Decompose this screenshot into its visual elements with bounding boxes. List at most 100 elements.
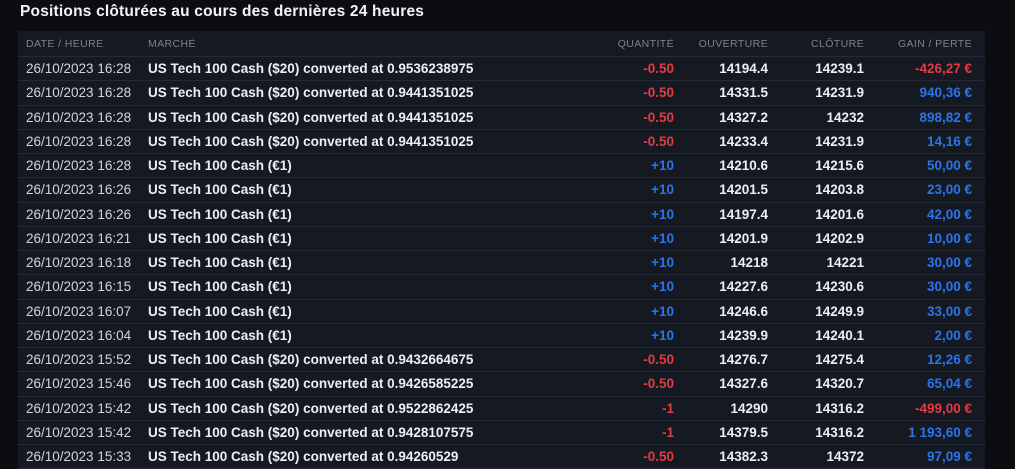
- cell-open: 14227.6: [719, 279, 768, 295]
- cell-quantity: +10: [651, 206, 674, 222]
- cell-open: 14290: [730, 400, 768, 416]
- cell-quantity: +10: [651, 303, 674, 319]
- table-row[interactable]: 26/10/2023 15:46 US Tech 100 Cash ($20) …: [18, 372, 985, 397]
- cell-market: US Tech 100 Cash ($20) converted at 0.94…: [148, 85, 474, 101]
- cell-pnl: 50,00 €: [926, 158, 972, 174]
- cell-close: 14372: [826, 449, 864, 465]
- cell-quantity: +10: [651, 158, 674, 174]
- cell-datetime: 26/10/2023 15:46: [26, 376, 132, 392]
- column-header-marche: MARCHÉ: [148, 37, 196, 50]
- cell-datetime: 26/10/2023 16:28: [26, 61, 132, 77]
- cell-pnl: 940,36 €: [919, 85, 972, 101]
- table-row[interactable]: 26/10/2023 16:26 US Tech 100 Cash (€1) +…: [18, 203, 985, 227]
- table-row[interactable]: 26/10/2023 16:07 US Tech 100 Cash (€1) +…: [18, 300, 985, 324]
- cell-pnl: 2,00 €: [934, 327, 972, 343]
- cell-close: 14230.6: [815, 279, 864, 295]
- cell-open: 14382.3: [719, 449, 768, 465]
- cell-close: 14240.1: [815, 327, 864, 343]
- cell-market: US Tech 100 Cash (€1): [148, 158, 292, 174]
- cell-datetime: 26/10/2023 16:28: [26, 158, 132, 174]
- cell-close: 14221: [826, 255, 864, 271]
- cell-datetime: 26/10/2023 15:42: [26, 424, 132, 440]
- cell-quantity: -0.50: [643, 449, 674, 465]
- table-row[interactable]: 26/10/2023 15:42 US Tech 100 Cash ($20) …: [18, 397, 985, 421]
- cell-open: 14210.6: [719, 158, 768, 174]
- cell-open: 14201.9: [719, 230, 768, 246]
- cell-pnl: 1 193,60 €: [908, 424, 972, 440]
- cell-quantity: -0.50: [643, 352, 674, 368]
- cell-quantity: +10: [651, 182, 674, 198]
- cell-open: 14197.4: [719, 206, 768, 222]
- cell-pnl: 10,00 €: [926, 230, 972, 246]
- cell-pnl: 23,00 €: [926, 182, 972, 198]
- cell-datetime: 26/10/2023 16:28: [26, 133, 132, 149]
- cell-quantity: -0.50: [643, 376, 674, 392]
- cell-datetime: 26/10/2023 16:18: [26, 255, 132, 271]
- cell-datetime: 26/10/2023 16:26: [26, 182, 132, 198]
- cell-pnl: -499,00 €: [914, 400, 972, 416]
- cell-market: US Tech 100 Cash ($20) converted at 0.94…: [148, 109, 474, 125]
- cell-close: 14316.2: [815, 424, 864, 440]
- table-row[interactable]: 26/10/2023 16:28 US Tech 100 Cash ($20) …: [18, 106, 985, 130]
- cell-pnl: -426,27 €: [914, 61, 972, 77]
- table-row[interactable]: 26/10/2023 16:18 US Tech 100 Cash (€1) +…: [18, 251, 985, 276]
- cell-datetime: 26/10/2023 15:42: [26, 400, 132, 416]
- table-row[interactable]: 26/10/2023 16:28 US Tech 100 Cash ($20) …: [18, 130, 985, 154]
- table-row[interactable]: 26/10/2023 16:28 US Tech 100 Cash (€1) +…: [18, 154, 985, 179]
- cell-open: 14233.4: [719, 133, 768, 149]
- cell-market: US Tech 100 Cash ($20) converted at 0.95…: [148, 61, 474, 77]
- cell-market: US Tech 100 Cash (€1): [148, 230, 292, 246]
- cell-market: US Tech 100 Cash ($20) converted at 0.94…: [148, 424, 474, 440]
- cell-open: 14276.7: [719, 352, 768, 368]
- table-row[interactable]: 26/10/2023 15:52 US Tech 100 Cash ($20) …: [18, 348, 985, 373]
- cell-open: 14327.6: [719, 376, 768, 392]
- cell-open: 14331.5: [719, 85, 768, 101]
- cell-open: 14218: [730, 255, 768, 271]
- cell-quantity: -1: [661, 424, 674, 440]
- cell-market: US Tech 100 Cash ($20) converted at 0.94…: [148, 449, 459, 465]
- column-header-gain-perte: GAIN / PERTE: [897, 37, 972, 50]
- table-row[interactable]: 26/10/2023 15:33 US Tech 100 Cash ($20) …: [18, 445, 985, 469]
- table-header-row: DATE / HEURE MARCHÉ QUANTITÉ OUVERTURE C…: [18, 31, 985, 57]
- cell-quantity: +10: [651, 279, 674, 295]
- cell-close: 14203.8: [815, 182, 864, 198]
- cell-open: 14201.5: [719, 182, 768, 198]
- table-row[interactable]: 26/10/2023 15:42 US Tech 100 Cash ($20) …: [18, 421, 985, 445]
- table-row[interactable]: 26/10/2023 16:15 US Tech 100 Cash (€1) +…: [18, 275, 985, 300]
- cell-pnl: 33,00 €: [926, 303, 972, 319]
- cell-market: US Tech 100 Cash (€1): [148, 255, 292, 271]
- table-row[interactable]: 26/10/2023 16:26 US Tech 100 Cash (€1) +…: [18, 178, 985, 203]
- cell-quantity: +10: [651, 327, 674, 343]
- cell-open: 14194.4: [719, 61, 768, 77]
- cell-pnl: 14,16 €: [926, 133, 972, 149]
- cell-close: 14202.9: [815, 230, 864, 246]
- cell-datetime: 26/10/2023 16:26: [26, 206, 132, 222]
- cell-pnl: 42,00 €: [926, 206, 972, 222]
- cell-open: 14246.6: [719, 303, 768, 319]
- cell-pnl: 898,82 €: [919, 109, 972, 125]
- cell-close: 14275.4: [815, 352, 864, 368]
- cell-close: 14231.9: [815, 85, 864, 101]
- cell-quantity: -1: [661, 400, 674, 416]
- table-row[interactable]: 26/10/2023 16:04 US Tech 100 Cash (€1) +…: [18, 324, 985, 348]
- cell-market: US Tech 100 Cash ($20) converted at 0.94…: [148, 133, 474, 149]
- table-row[interactable]: 26/10/2023 16:28 US Tech 100 Cash ($20) …: [18, 81, 985, 106]
- cell-pnl: 30,00 €: [926, 255, 972, 271]
- cell-market: US Tech 100 Cash (€1): [148, 206, 292, 222]
- cell-close: 14249.9: [815, 303, 864, 319]
- column-header-date-heure: DATE / HEURE: [26, 37, 104, 50]
- cell-datetime: 26/10/2023 16:07: [26, 303, 132, 319]
- cell-market: US Tech 100 Cash (€1): [148, 303, 292, 319]
- table-row[interactable]: 26/10/2023 16:21 US Tech 100 Cash (€1) +…: [18, 227, 985, 251]
- cell-close: 14316.2: [815, 400, 864, 416]
- table-body: 26/10/2023 16:28 US Tech 100 Cash ($20) …: [18, 57, 985, 469]
- table-row[interactable]: 26/10/2023 16:28 US Tech 100 Cash ($20) …: [18, 57, 985, 82]
- cell-close: 14320.7: [815, 376, 864, 392]
- cell-open: 14379.5: [719, 424, 768, 440]
- cell-market: US Tech 100 Cash ($20) converted at 0.94…: [148, 352, 474, 368]
- cell-open: 14327.2: [719, 109, 768, 125]
- cell-market: US Tech 100 Cash (€1): [148, 327, 292, 343]
- cell-pnl: 30,00 €: [926, 279, 972, 295]
- cell-pnl: 65,04 €: [926, 376, 972, 392]
- cell-quantity: +10: [651, 255, 674, 271]
